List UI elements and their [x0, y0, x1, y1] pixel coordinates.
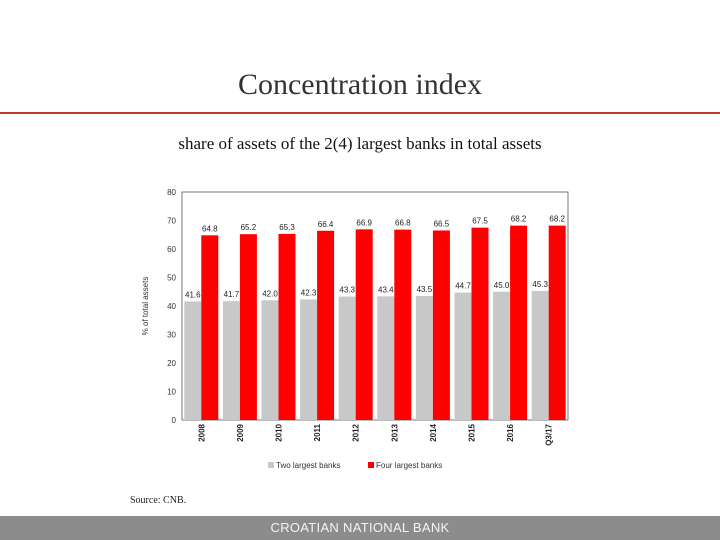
- legend-label: Four largest banks: [376, 461, 442, 470]
- y-tick-label: 10: [167, 388, 176, 397]
- value-label-four-largest: 65.2: [241, 223, 257, 232]
- x-tick-label: 2012: [352, 423, 361, 441]
- y-tick-label: 50: [167, 274, 176, 283]
- value-label-two-largest: 43.3: [339, 286, 355, 295]
- y-tick-label: 30: [167, 331, 176, 340]
- y-tick-label: 40: [167, 302, 176, 311]
- value-label-two-largest: 45.3: [532, 280, 548, 289]
- bar-two-largest: [222, 301, 240, 420]
- bar-four-largest: [239, 234, 257, 420]
- value-label-four-largest: 66.4: [318, 220, 334, 229]
- slide-title: Concentration index: [237, 68, 483, 101]
- bar-two-largest: [261, 300, 279, 420]
- bar-four-largest: [394, 229, 412, 420]
- title-divider: [0, 112, 720, 114]
- value-label-two-largest: 44.7: [455, 282, 471, 291]
- footer-bar: CROATIAN NATIONAL BANK: [0, 516, 720, 540]
- bar-two-largest: [300, 299, 318, 420]
- bar-two-largest: [184, 301, 202, 420]
- value-label-four-largest: 68.2: [549, 215, 565, 224]
- source-note: Source: CNB.: [130, 495, 187, 506]
- bar-four-largest: [317, 230, 335, 420]
- x-tick-label: 2009: [236, 423, 245, 441]
- value-label-two-largest: 41.7: [224, 290, 240, 299]
- bar-two-largest: [493, 291, 511, 420]
- x-tick-label: 2016: [506, 423, 515, 441]
- x-tick-label: 2011: [313, 423, 322, 441]
- y-tick-label: 80: [167, 188, 176, 197]
- value-label-two-largest: 42.0: [262, 289, 278, 298]
- legend-swatch: [268, 462, 274, 468]
- x-tick-label: 2008: [197, 423, 206, 441]
- bar-four-largest: [201, 235, 219, 420]
- legend-swatch: [368, 462, 374, 468]
- value-label-four-largest: 65.3: [279, 223, 295, 232]
- bar-four-largest: [355, 229, 373, 420]
- concentration-bar-chart: % of total assets 0 10 20 30 40 50 60 70 80 41.6 64…: [141, 188, 569, 470]
- bar-two-largest: [531, 290, 549, 420]
- value-label-four-largest: 68.2: [511, 215, 527, 224]
- x-tick-label: 2013: [390, 423, 399, 441]
- y-tick-label: 60: [167, 245, 176, 254]
- value-label-four-largest: 66.5: [434, 219, 450, 228]
- bar-four-largest: [278, 233, 296, 420]
- value-label-two-largest: 43.5: [417, 285, 433, 294]
- value-label-two-largest: 42.3: [301, 288, 317, 297]
- x-tick-label: 2015: [468, 423, 477, 441]
- value-label-two-largest: 45.0: [494, 281, 510, 290]
- bar-four-largest: [510, 225, 528, 420]
- bar-two-largest: [377, 296, 395, 420]
- y-tick-label: 0: [172, 416, 177, 425]
- x-tick-label: Q3/17: [545, 423, 554, 445]
- x-tick-label: 2014: [429, 423, 438, 441]
- bar-four-largest: [432, 230, 450, 420]
- value-label-four-largest: 67.5: [472, 217, 488, 226]
- plot-frame: [181, 191, 569, 421]
- x-tick-label: 2010: [275, 423, 284, 441]
- slide-subtitle: share of assets of the 2(4) largest bank…: [178, 134, 542, 153]
- y-tick-label: 70: [167, 217, 176, 226]
- bar-two-largest: [338, 296, 356, 420]
- value-label-four-largest: 66.9: [356, 218, 372, 227]
- bar-two-largest: [454, 292, 472, 420]
- value-label-four-largest: 66.8: [395, 219, 411, 228]
- y-tick-label: 20: [167, 359, 176, 368]
- y-axis-title: % of total assets: [141, 277, 150, 336]
- footer-label: CROATIAN NATIONAL BANK: [270, 520, 450, 535]
- value-label-two-largest: 41.6: [185, 290, 201, 299]
- legend-label: Two largest banks: [276, 461, 340, 470]
- value-label-two-largest: 43.4: [378, 285, 394, 294]
- bar-two-largest: [415, 296, 433, 420]
- value-label-four-largest: 64.8: [202, 224, 218, 233]
- bar-four-largest: [471, 227, 489, 420]
- bar-four-largest: [548, 225, 566, 420]
